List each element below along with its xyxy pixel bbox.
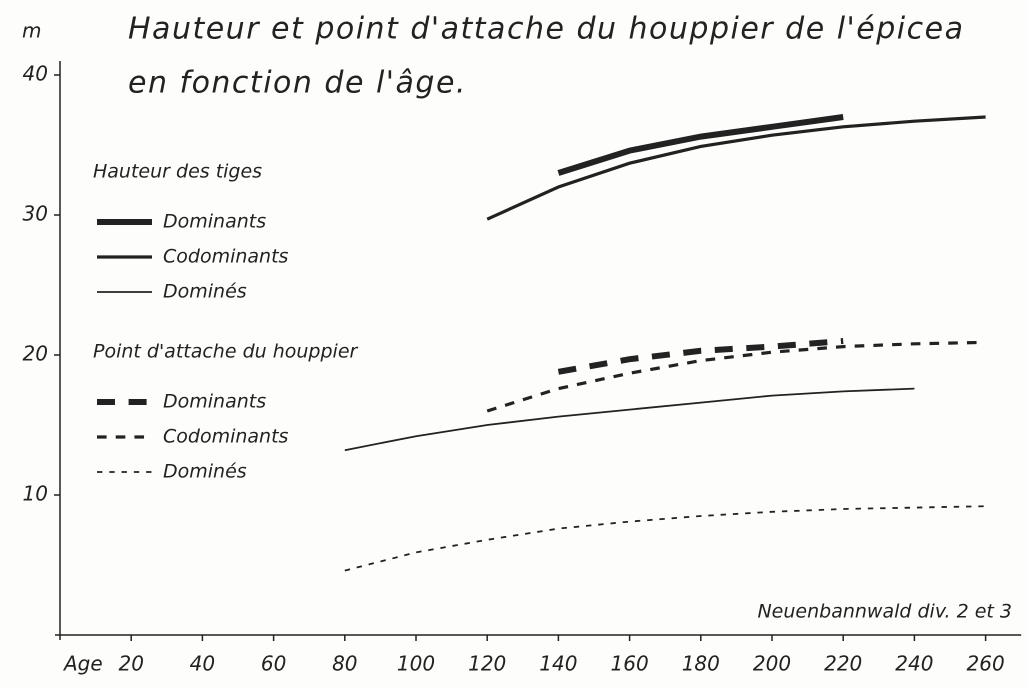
y-tick-label: 10 — [23, 482, 48, 506]
x-tick-label: 220 — [824, 652, 862, 676]
chart-title: Hauteur et point d'attache du houppier d… — [128, 12, 964, 47]
line-series — [557, 338, 844, 375]
x-tick-label: 260 — [967, 652, 1005, 676]
line-series — [557, 114, 844, 176]
x-tick-label: 200 — [753, 652, 791, 676]
y-tick-label: 20 — [23, 342, 48, 366]
chart-title: en fonction de l'âge. — [128, 66, 467, 101]
legend-group-title: Hauteur des tiges — [93, 161, 262, 183]
line-series — [344, 387, 915, 452]
x-tick-label: 20 — [118, 652, 143, 676]
x-tick-label: 160 — [611, 652, 649, 676]
x-tick-label: 40 — [190, 652, 215, 676]
legend-label: Dominés — [163, 281, 247, 303]
x-tick-label: 140 — [539, 652, 577, 676]
x-tick-label: 240 — [895, 652, 933, 676]
legend-label: Codominants — [163, 246, 289, 268]
x-tick-label: 60 — [261, 652, 286, 676]
line-series — [486, 115, 986, 221]
y-unit: m — [22, 19, 41, 43]
legend-group-title: Point d'attache du houppier — [93, 341, 359, 363]
y-tick-label: 40 — [23, 62, 48, 86]
x-axis-label: Age — [62, 652, 103, 676]
legend-label: Dominants — [163, 211, 266, 233]
x-tick-label: 100 — [397, 652, 435, 676]
legend-label: Dominés — [163, 461, 247, 483]
x-tick-label: 180 — [682, 652, 720, 676]
x-tick-label: 120 — [468, 652, 506, 676]
x-tick-label: 80 — [332, 652, 357, 676]
legend-label: Codominants — [163, 426, 289, 448]
annotation: Neuenbannwald div. 2 et 3 — [757, 601, 1012, 623]
legend-label: Dominants — [163, 391, 266, 413]
y-tick-label: 30 — [23, 202, 48, 226]
